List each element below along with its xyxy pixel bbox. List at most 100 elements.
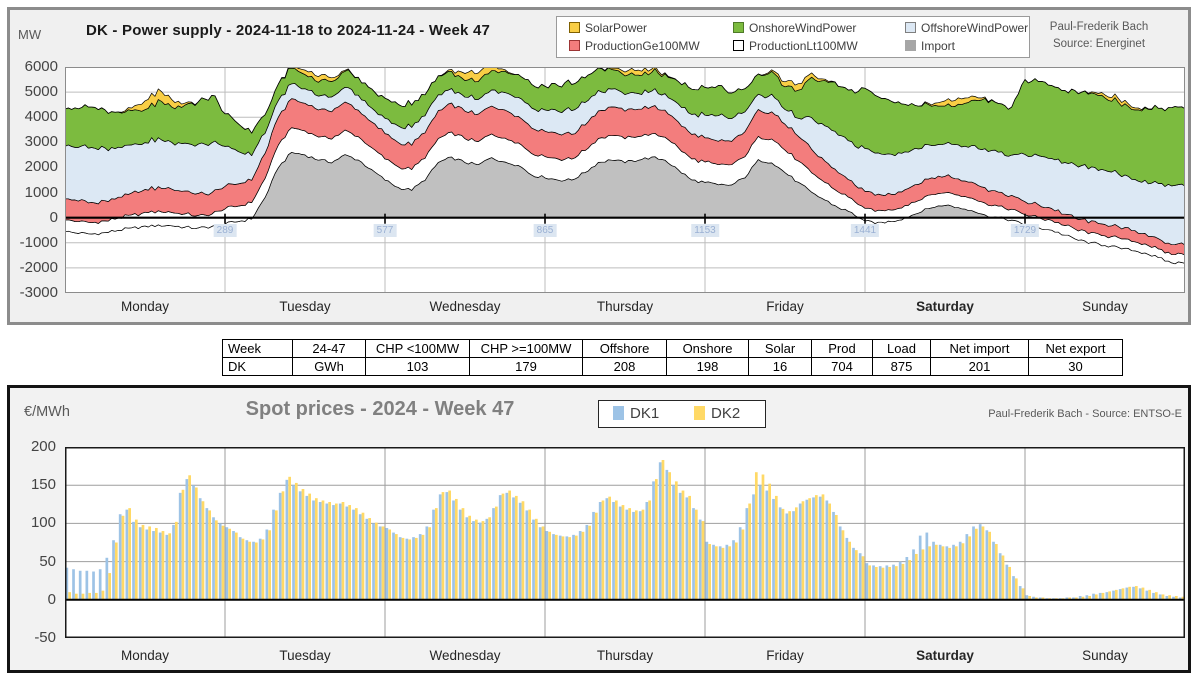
- bar-dk2: [928, 546, 931, 600]
- bar-dk1: [518, 502, 522, 600]
- table-cell: 208: [582, 357, 667, 376]
- bar-dk2: [1021, 588, 1025, 600]
- bar-dk1: [692, 508, 695, 600]
- bar-dk2: [254, 542, 258, 600]
- legend-item-onshorewindpower: OnshoreWindPower: [733, 21, 856, 35]
- bar-dk2: [1034, 597, 1038, 600]
- bar-dk2: [148, 526, 151, 600]
- x-day-label-saturday: Saturday: [916, 299, 974, 314]
- bar-dk1: [278, 492, 282, 600]
- bar-dk2: [661, 459, 665, 600]
- bar-dk1: [432, 509, 435, 600]
- y-axis-unit-label: €/MWh: [24, 404, 70, 420]
- y-tick-label: 5000: [24, 83, 58, 101]
- bar-dk1: [378, 526, 382, 600]
- legend-item-offshorewindpower: OffshoreWindPower: [905, 21, 1028, 35]
- table-cell: 179: [469, 357, 583, 376]
- bar-dk2: [381, 526, 385, 600]
- bar-dk1: [105, 557, 109, 600]
- attribution-source: Source: Energinet: [1052, 38, 1146, 50]
- legend-label: SolarPower: [585, 21, 648, 35]
- bar-dk2: [81, 593, 85, 600]
- bar-dk1: [598, 502, 602, 600]
- bar-dk1: [998, 553, 1002, 600]
- x-day-label-monday: Monday: [120, 648, 170, 663]
- bar-dk1: [838, 526, 842, 600]
- legend-chip-dk2: [694, 406, 705, 420]
- bar-dk2: [1114, 589, 1118, 600]
- bar-dk2: [508, 490, 511, 600]
- bar-dk2: [941, 546, 945, 600]
- bar-dk2: [888, 566, 891, 600]
- bar-dk1: [545, 531, 549, 600]
- bar-dk1: [552, 534, 555, 600]
- bar-dk2: [308, 493, 311, 600]
- bar-dk2: [794, 507, 798, 600]
- bar-dk2: [94, 592, 98, 600]
- bar-dk1: [198, 498, 202, 600]
- y-tick-label: 150: [30, 476, 56, 494]
- bar-dk1: [985, 530, 989, 600]
- bar-dk1: [1158, 594, 1162, 600]
- bar-dk1: [65, 567, 69, 600]
- spot-prices-chart-title: Spot prices - 2024 - Week 47: [245, 398, 515, 420]
- table-cell: 875: [872, 357, 931, 376]
- bar-dk2: [1101, 592, 1105, 600]
- bar-dk1: [338, 503, 342, 600]
- bar-dk2: [594, 512, 598, 600]
- bar-dk1: [1065, 597, 1069, 600]
- table-cell: Onshore: [666, 339, 749, 358]
- table-cell: Load: [872, 339, 931, 358]
- bar-dk1: [885, 565, 889, 600]
- x-day-label-thursday: Thursday: [596, 299, 654, 314]
- bar-dk1: [132, 521, 135, 600]
- legend-chip-dk1: [613, 406, 624, 420]
- bar-dk2: [134, 519, 138, 600]
- table-cell: CHP >=100MW: [469, 339, 583, 358]
- spot-prices-chart-panel: €/MWh Spot prices - 2024 - Week 47 DK1 DK…: [7, 385, 1191, 673]
- weekly-summary-table: Week 24-47 CHP <100MW CHP >=100MW Offshore On…: [222, 339, 1123, 376]
- faint-x-tick: 1441: [850, 224, 880, 237]
- bar-dk2: [281, 491, 285, 600]
- bar-dk2: [548, 531, 551, 600]
- table-cell: 201: [930, 357, 1029, 376]
- bar-dk2: [974, 528, 978, 600]
- y-axis-unit-label: MW: [18, 27, 42, 42]
- bar-dk2: [274, 510, 278, 600]
- bar-dk2: [721, 547, 725, 600]
- bar-dk2: [948, 547, 951, 600]
- bar-dk2: [401, 537, 405, 600]
- bar-dk1: [805, 499, 809, 600]
- bar-dk2: [368, 518, 371, 600]
- bar-dk2: [801, 501, 805, 600]
- bar-dk1: [245, 540, 249, 600]
- bar-dk1: [352, 509, 355, 600]
- bar-dk2: [434, 508, 438, 600]
- bar-dk2: [1008, 566, 1011, 600]
- bar-dk1: [392, 532, 395, 600]
- bar-dk1: [852, 547, 855, 600]
- table-cell: 30: [1028, 357, 1123, 376]
- bar-dk1: [718, 546, 722, 600]
- y-tick-label: 200: [30, 438, 56, 455]
- y-tick-label: 3000: [24, 133, 58, 151]
- bar-dk1: [572, 534, 575, 600]
- bar-dk2: [628, 508, 631, 600]
- bar-dk1: [898, 561, 902, 600]
- bar-dk2: [514, 495, 518, 600]
- y-tick-label: -50: [34, 629, 56, 646]
- y-tick-label: -3000: [19, 284, 58, 301]
- bar-dk1: [172, 524, 175, 600]
- table-cell: 198: [666, 357, 749, 376]
- bar-dk2: [868, 565, 871, 600]
- bar-dk1: [1138, 588, 1142, 600]
- bar-dk2: [114, 542, 118, 600]
- bar-dk1: [958, 541, 962, 600]
- attribution-author: Paul-Frederik Bach: [1049, 21, 1149, 33]
- bar-dk1: [138, 527, 142, 600]
- bar-dk2: [1001, 555, 1005, 600]
- legend-item-productionge100mw: ProductionGe100MW: [569, 39, 700, 53]
- bar-dk1: [525, 510, 529, 600]
- bar-dk2: [1121, 588, 1125, 600]
- bar-dk2: [714, 546, 718, 600]
